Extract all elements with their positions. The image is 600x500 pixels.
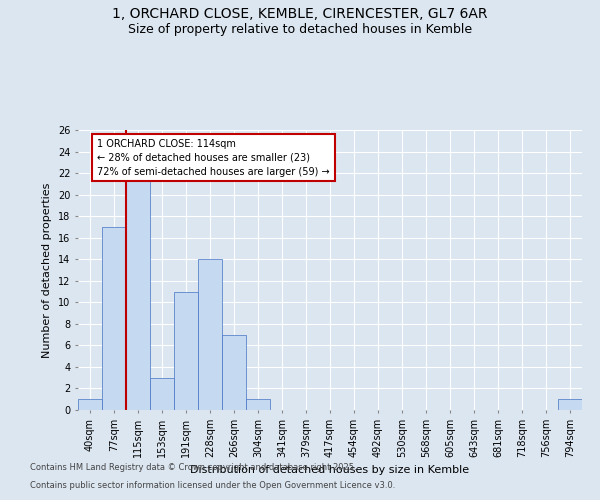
Text: Size of property relative to detached houses in Kemble: Size of property relative to detached ho…: [128, 22, 472, 36]
Text: 1 ORCHARD CLOSE: 114sqm
← 28% of detached houses are smaller (23)
72% of semi-de: 1 ORCHARD CLOSE: 114sqm ← 28% of detache…: [97, 138, 330, 176]
Bar: [174, 292, 198, 410]
Bar: [102, 227, 126, 410]
Bar: [150, 378, 174, 410]
Text: 1, ORCHARD CLOSE, KEMBLE, CIRENCESTER, GL7 6AR: 1, ORCHARD CLOSE, KEMBLE, CIRENCESTER, G…: [112, 8, 488, 22]
Bar: [126, 141, 150, 410]
Bar: [198, 259, 222, 410]
Bar: [246, 399, 270, 410]
Bar: [558, 399, 582, 410]
Bar: [78, 399, 102, 410]
Text: Contains HM Land Registry data © Crown copyright and database right 2025.: Contains HM Land Registry data © Crown c…: [30, 464, 356, 472]
Bar: [222, 334, 246, 410]
X-axis label: Distribution of detached houses by size in Kemble: Distribution of detached houses by size …: [190, 466, 470, 475]
Text: Contains public sector information licensed under the Open Government Licence v3: Contains public sector information licen…: [30, 481, 395, 490]
Y-axis label: Number of detached properties: Number of detached properties: [43, 182, 52, 358]
